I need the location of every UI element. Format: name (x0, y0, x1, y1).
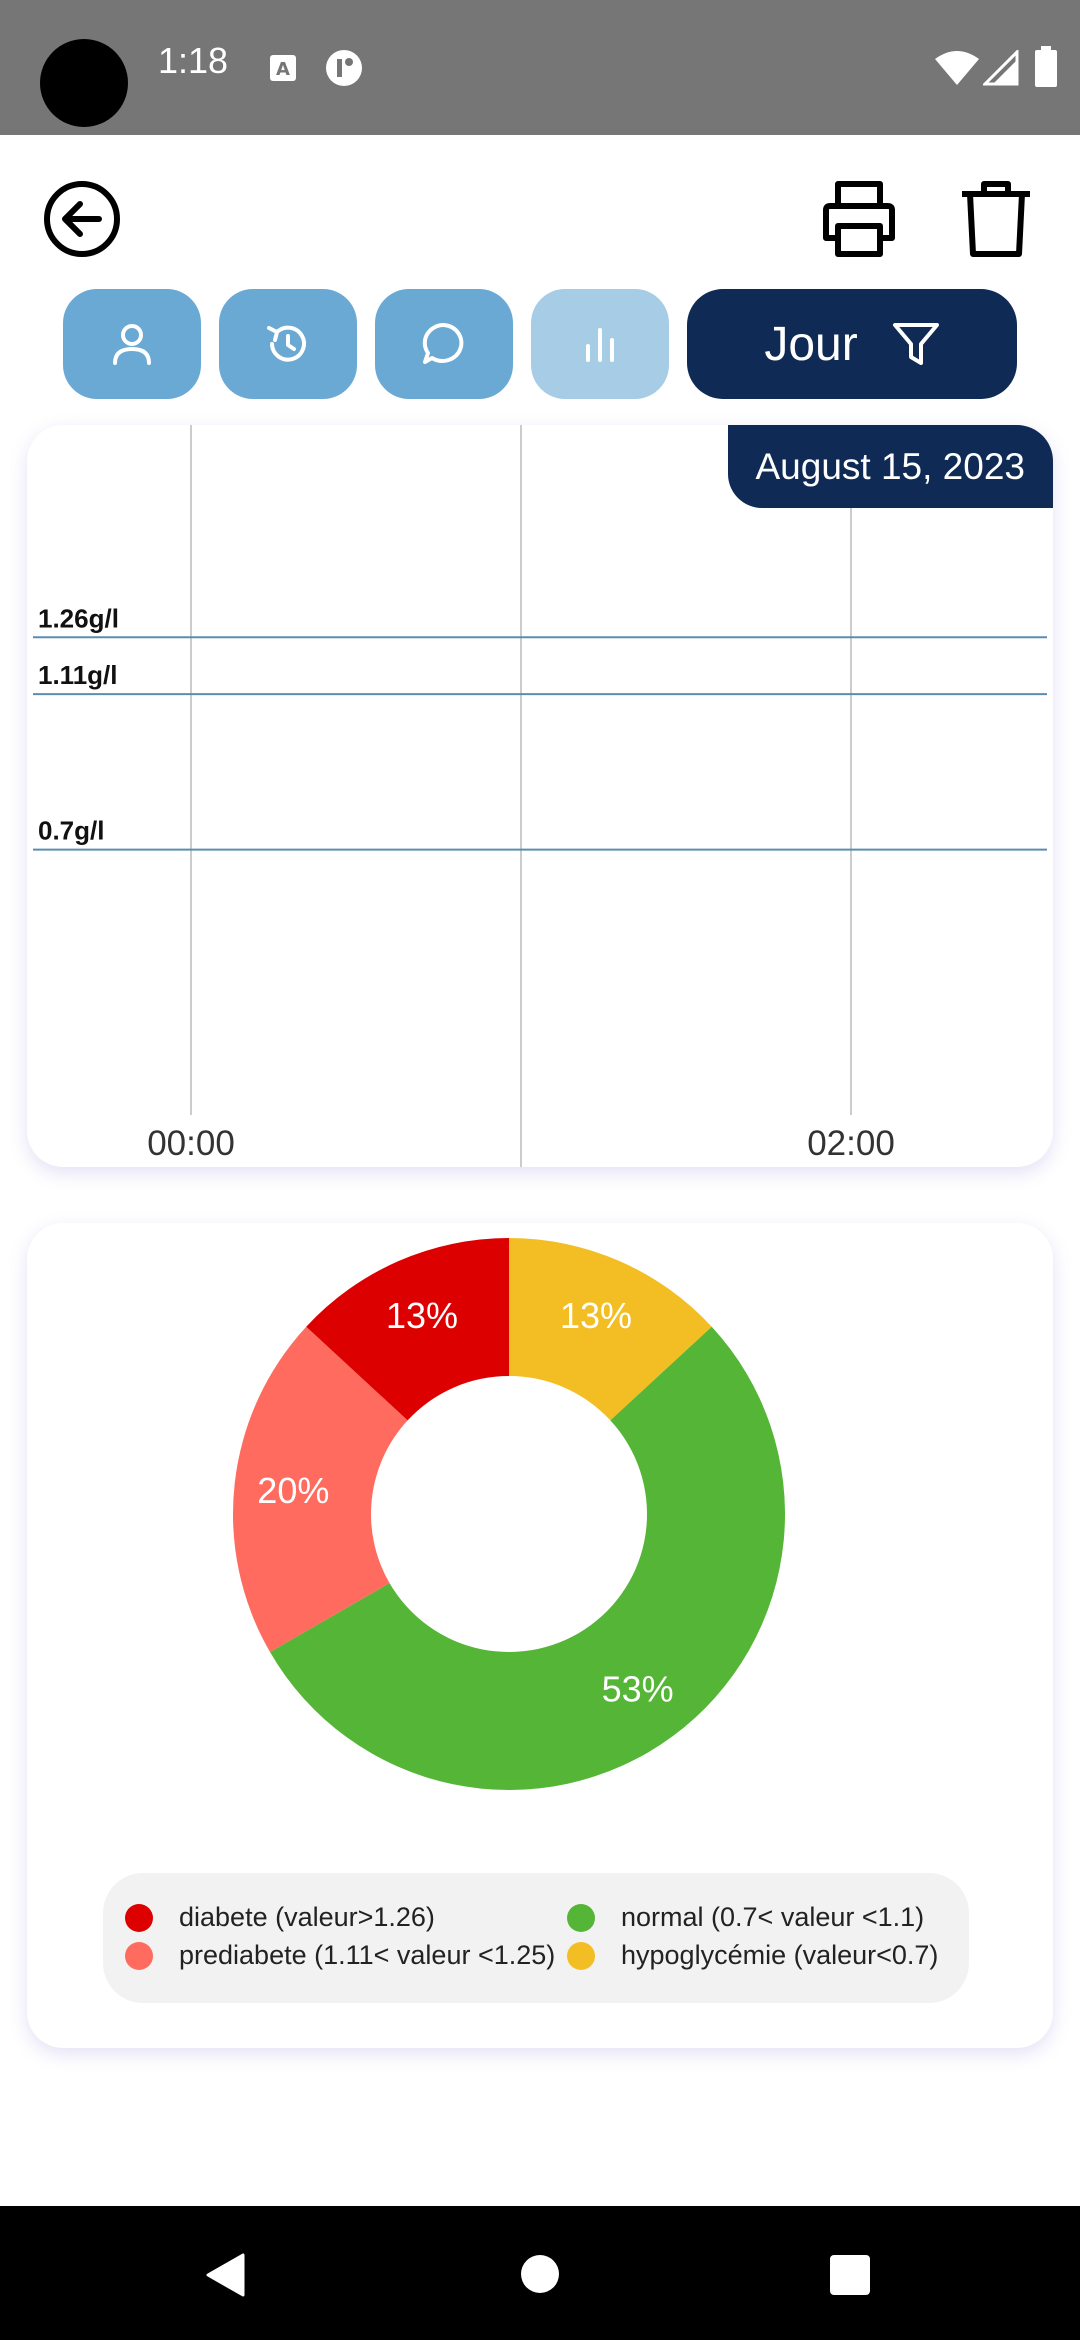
glucose-distribution-card: 13% 53% 20% 13% diabete (valeur>1.26) normal… (27, 1223, 1053, 2048)
tab-statistics[interactable] (531, 289, 669, 399)
glucose-donut-chart: 13% 53% 20% 13% (232, 1238, 786, 1790)
threshold-label: 1.11g/l (38, 660, 118, 690)
legend-label: diabete (valeur>1.26) (179, 1902, 435, 1932)
chart-legend: diabete (valeur>1.26) normal (0.7< valeur… (103, 1873, 969, 2003)
pie-slice-label: 53% (602, 1669, 674, 1710)
x-tick-label: 00:00 (147, 1124, 235, 1163)
home-circle-icon[interactable] (520, 2254, 560, 2294)
pie-slice-normal[interactable] (269, 1326, 786, 1790)
delete-button[interactable] (958, 178, 1034, 260)
pie-slice-prediabete[interactable] (232, 1326, 408, 1652)
navigation-bar (0, 2206, 1080, 2340)
wifi-icon (935, 51, 979, 85)
back-triangle-icon[interactable] (205, 2253, 245, 2297)
legend-item-prediabete[interactable]: prediabete (1.11< valeur <1.25) (125, 1940, 555, 1971)
back-button[interactable] (42, 179, 122, 259)
app-notification-icon (326, 50, 362, 86)
threshold-label: 0.7g/l (38, 816, 104, 846)
pie-slice-label: 13% (560, 1295, 632, 1336)
glucose-line-chart-card: 1.26g/l 1.11g/l 0.7g/l 00:00 02:00 August 15… (27, 425, 1053, 1167)
battery-icon (1035, 46, 1057, 87)
status-time: 1:18 (158, 40, 229, 81)
tab-history[interactable] (219, 289, 357, 399)
chat-icon (422, 322, 464, 364)
tab-comments[interactable] (375, 289, 513, 399)
legend-label: hypoglycémie (valeur<0.7) (621, 1940, 939, 1970)
tab-profile[interactable] (63, 289, 201, 399)
legend-label: normal (0.7< valeur <1.1) (621, 1902, 925, 1932)
pie-slice-diabete[interactable] (306, 1238, 509, 1421)
arrow-left-circle-icon (44, 181, 120, 257)
legend-dot (125, 1903, 153, 1932)
date-badge: August 15, 2023 (727, 425, 1053, 508)
camera-cutout (40, 39, 128, 127)
bar-chart-icon (586, 328, 614, 362)
legend-label: prediabete (1.11< valeur <1.25) (179, 1940, 556, 1970)
history-icon (267, 325, 306, 362)
legend-item-diabete[interactable]: diabete (valeur>1.26) (125, 1902, 435, 1933)
pie-slice-hypoglycemie[interactable] (509, 1238, 712, 1421)
status-bar: 1:18 A (0, 0, 1080, 135)
legend-item-hypoglycemie[interactable]: hypoglycémie (valeur<0.7) (567, 1940, 938, 1971)
svg-text:A: A (276, 59, 290, 80)
pie-slice-label: 13% (386, 1295, 458, 1336)
user-icon (113, 324, 151, 365)
printer-icon (823, 181, 895, 257)
print-button[interactable] (818, 178, 900, 260)
trash-icon (962, 181, 1030, 257)
recents-square-icon[interactable] (829, 2254, 871, 2296)
translate-icon: A (270, 55, 296, 81)
threshold-label: 1.26g/l (38, 603, 119, 633)
filter-button[interactable]: Jour (687, 289, 1017, 399)
legend-dot (567, 1941, 595, 1970)
glucose-line-chart: 1.26g/l 1.11g/l 0.7g/l 00:00 02:00 (33, 425, 1047, 1167)
legend-dot (567, 1903, 595, 1932)
legend-item-normal[interactable]: normal (0.7< valeur <1.1) (567, 1902, 924, 1933)
x-tick-label: 02:00 (807, 1124, 895, 1163)
pie-slice-label: 20% (257, 1470, 329, 1511)
filter-icon (892, 323, 939, 365)
legend-dot (125, 1941, 153, 1970)
signal-icon (983, 50, 1019, 86)
filter-label: Jour (764, 317, 858, 371)
